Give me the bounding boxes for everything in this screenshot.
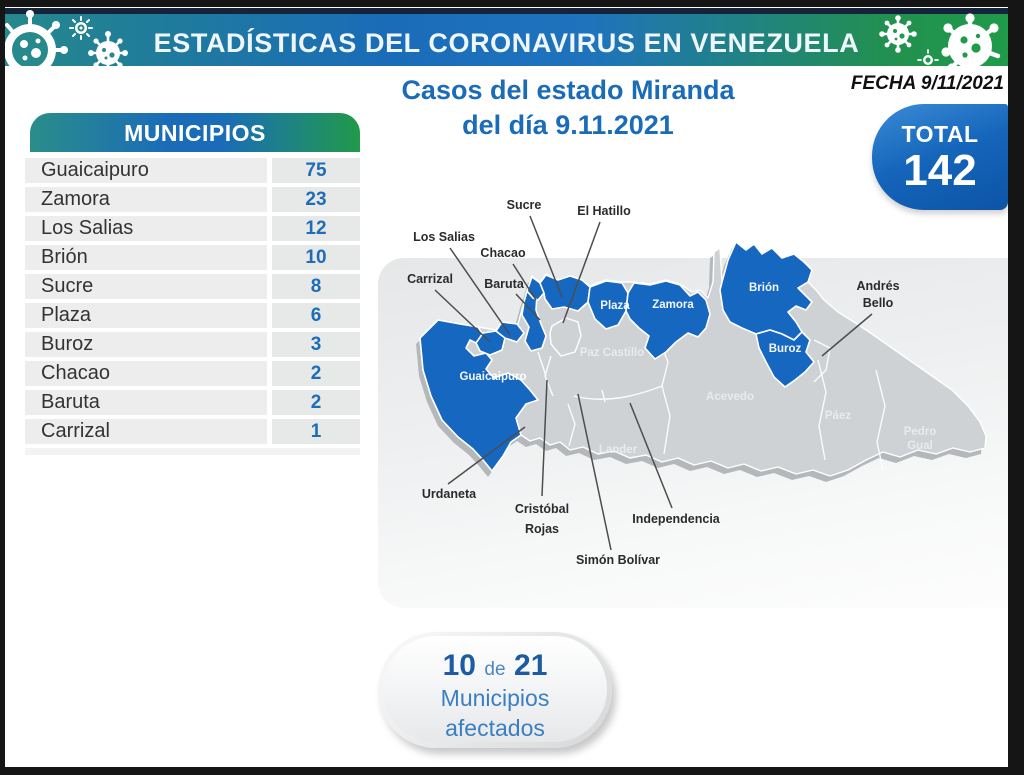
header-top-strip [5, 8, 1008, 14]
table-row: Baruta 2 [25, 390, 360, 415]
main-title-line2: del día 9.11.2021 [462, 110, 674, 140]
label-gual: Gual [907, 440, 933, 452]
callout-los-salias: Los Salias [413, 230, 475, 244]
callout-urdaneta: Urdaneta [422, 487, 477, 501]
municipality-cases: 75 [272, 158, 360, 183]
municipality-name: Baruta [25, 390, 267, 415]
coronavirus-icon [917, 49, 939, 65]
affected-summary-badge: 10 de 21 Municipios afectados [378, 632, 612, 748]
municipality-name: Carrizal [25, 419, 267, 444]
region-zamora [625, 280, 711, 360]
unaffected-region-labels: Paz Castillo Acevedo Páez Pedro Gual Lan… [580, 347, 937, 456]
municipality-cases: 3 [272, 332, 360, 357]
region-plaza [587, 280, 629, 330]
table-row: Buroz 3 [25, 332, 360, 357]
municipios-table-header: MUNICIPIOS [30, 113, 360, 152]
affected-count-preposition: de [484, 659, 506, 680]
municipality-name: Guaicaipuro [25, 158, 267, 183]
label-guaicaipuro: Guaicaipuro [459, 371, 526, 383]
table-row: Zamora 23 [25, 187, 360, 212]
municipality-name: Zamora [25, 187, 267, 212]
affected-count-line: 10 de 21 [383, 649, 607, 683]
coronavirus-icon [69, 16, 93, 40]
table-row: Sucre 8 [25, 274, 360, 299]
region-los-salias [495, 321, 525, 343]
callout-carrizal: Carrizal [407, 272, 453, 286]
callout-cristobal-rojas-line2: Rojas [525, 522, 559, 536]
municipality-cases: 10 [272, 245, 360, 270]
label-paz-castillo: Paz Castillo [580, 347, 645, 359]
region-el-hatillo [549, 317, 582, 357]
municipality-name: Plaza [25, 303, 267, 328]
label-acevedo: Acevedo [706, 391, 754, 403]
callout-andres-bello-line2: Bello [863, 296, 894, 310]
label-brion: Brión [749, 282, 779, 294]
total-badge-value: 142 [903, 146, 977, 195]
callout-chacao: Chacao [480, 246, 526, 260]
callout-simon-bolivar: Simón Bolívar [576, 553, 660, 567]
municipality-cases: 1 [272, 419, 360, 444]
coronavirus-icon [5, 10, 68, 66]
affected-region-labels: Plaza Zamora Brión Buroz Guaicaipuro [459, 282, 801, 383]
slide: ESTADÍSTICAS DEL CORONAVIRUS EN VENEZUEL… [5, 7, 1008, 767]
total-badge-label: TOTAL [901, 121, 979, 147]
affected-regions [419, 241, 815, 472]
main-title: Casos del estado Miranda del día 9.11.20… [363, 73, 773, 143]
municipality-cases: 8 [272, 274, 360, 299]
region-buroz [755, 329, 815, 388]
date-label: FECHA 9/11/2021 [850, 73, 1004, 94]
callout-sucre: Sucre [507, 198, 542, 212]
table-row: Plaza 6 [25, 303, 360, 328]
label-zamora: Zamora [652, 299, 694, 311]
callout-andres-bello-line1: Andrés [856, 279, 899, 293]
table-row: Brión 10 [25, 245, 360, 270]
municipality-name: Los Salias [25, 216, 267, 241]
callout-labels: Sucre El Hatillo Los Salias Chacao Carri… [407, 198, 900, 567]
municipality-cases: 2 [272, 361, 360, 386]
callout-baruta: Baruta [484, 277, 525, 291]
callout-el-hatillo: El Hatillo [577, 204, 631, 218]
municipality-cases: 23 [272, 187, 360, 212]
table-row: Guaicaipuro 75 [25, 158, 360, 183]
callout-cristobal-rojas-line1: Cristóbal [515, 502, 569, 516]
miranda-choropleth-map: Plaza Zamora Brión Buroz Guaicaipuro Paz… [407, 198, 987, 567]
municipality-name: Buroz [25, 332, 267, 357]
municipality-name: Sucre [25, 274, 267, 299]
table-row: Los Salias 12 [25, 216, 360, 241]
municipality-name: Brión [25, 245, 267, 270]
page-title: ESTADÍSTICAS DEL CORONAVIRUS EN VENEZUEL… [153, 28, 860, 58]
coronavirus-icon [879, 15, 917, 53]
table-row: Chacao 2 [25, 361, 360, 386]
coronavirus-icon [941, 13, 1001, 66]
label-pedro: Pedro [904, 426, 937, 438]
municipality-cases: 12 [272, 216, 360, 241]
main-title-line1: Casos del estado Miranda [401, 75, 735, 105]
municipality-cases: 2 [272, 390, 360, 415]
affected-count: 10 [442, 649, 476, 682]
municipality-cases: 6 [272, 303, 360, 328]
affected-label-line1: Municipios [440, 685, 550, 711]
callout-leader-lines [434, 215, 873, 551]
affected-label-line2: afectados [445, 715, 545, 741]
callout-independencia: Independencia [632, 512, 721, 526]
coronavirus-icon [88, 31, 128, 66]
label-lander: Lander [599, 444, 638, 456]
header-banner: ESTADÍSTICAS DEL CORONAVIRUS EN VENEZUEL… [5, 8, 1008, 66]
municipios-table: Guaicaipuro 75 Zamora 23 Los Salias 12 B… [25, 158, 360, 448]
coronavirus-icon-cluster-left [5, 10, 128, 66]
region-carrizal [475, 330, 506, 356]
table-row: Carrizal 1 [25, 419, 360, 444]
municipality-total-count: 21 [514, 649, 548, 682]
label-buroz: Buroz [769, 343, 802, 355]
municipality-name: Chacao [25, 361, 267, 386]
table-footer-strip [25, 448, 360, 455]
label-plaza: Plaza [600, 300, 630, 312]
total-badge: TOTAL 142 [872, 104, 1008, 210]
municipality-boundaries [537, 339, 886, 471]
affected-summary-badge-face: 10 de 21 Municipios afectados [383, 636, 607, 742]
label-paez: Páez [825, 410, 851, 422]
coronavirus-icon-cluster-right [879, 13, 1001, 66]
